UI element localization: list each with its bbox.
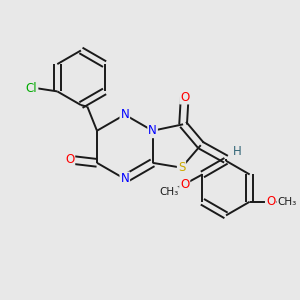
Text: Cl: Cl	[26, 82, 38, 95]
Text: O: O	[180, 178, 189, 190]
Text: O: O	[65, 153, 74, 166]
Text: N: N	[120, 172, 129, 185]
Text: CH₃: CH₃	[277, 197, 296, 207]
Text: CH₃: CH₃	[159, 187, 178, 197]
Text: S: S	[178, 161, 185, 174]
Text: O: O	[266, 195, 275, 208]
Text: O: O	[180, 91, 189, 103]
Text: H: H	[233, 145, 242, 158]
Text: N: N	[148, 124, 157, 137]
Text: N: N	[120, 108, 129, 121]
